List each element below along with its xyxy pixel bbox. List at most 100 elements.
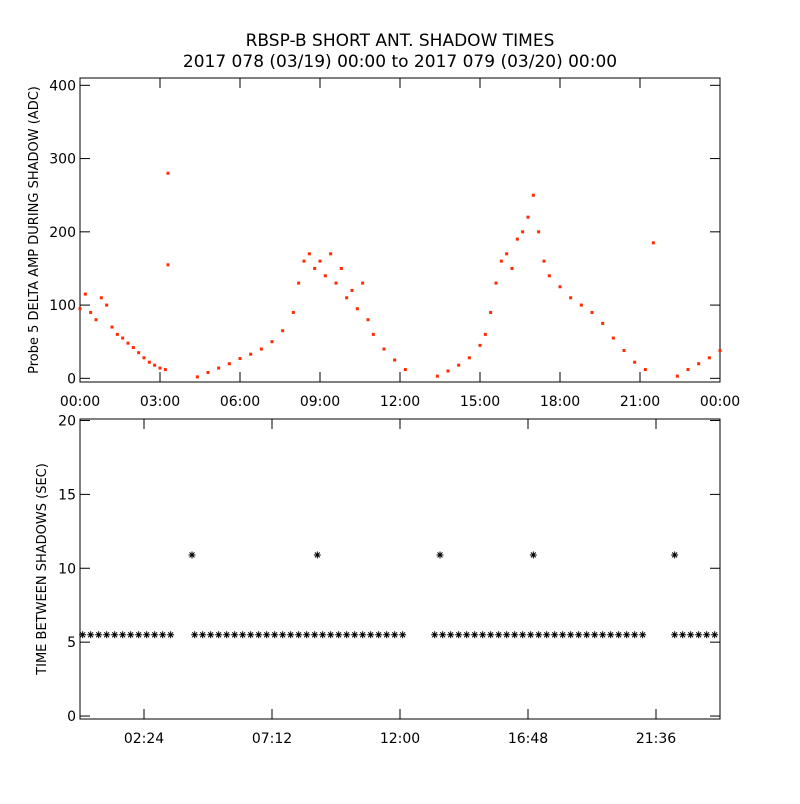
point: [639, 631, 647, 639]
point: [511, 631, 519, 639]
point: [622, 349, 626, 353]
point: [529, 551, 537, 559]
point: [519, 631, 527, 639]
point: [295, 631, 303, 639]
point: [695, 631, 703, 639]
point: [231, 631, 239, 639]
point: [467, 356, 471, 360]
x-tick-label: 21:00: [620, 394, 660, 410]
point: [707, 356, 711, 360]
point: [651, 241, 655, 245]
point: [105, 303, 109, 307]
point: [487, 631, 495, 639]
point: [206, 370, 210, 374]
point: [327, 631, 335, 639]
point: [131, 346, 135, 350]
point: [135, 631, 143, 639]
point: [167, 631, 175, 639]
point: [435, 374, 439, 378]
x-tick-label: 12:00: [380, 731, 420, 747]
point: [623, 631, 631, 639]
point: [542, 259, 546, 263]
point: [163, 368, 167, 372]
point: [547, 274, 551, 278]
point: [643, 368, 647, 372]
point: [311, 631, 319, 639]
point: [345, 296, 349, 300]
point: [382, 347, 386, 351]
point: [239, 631, 247, 639]
point: [319, 631, 327, 639]
point: [343, 631, 351, 639]
point: [151, 631, 159, 639]
point: [259, 347, 263, 351]
y-tick-label: 0: [67, 371, 76, 387]
y-tick-label: 100: [49, 298, 76, 314]
point: [391, 631, 399, 639]
point: [367, 631, 375, 639]
point: [489, 310, 493, 314]
point: [78, 307, 82, 311]
point: [199, 631, 207, 639]
point: [510, 266, 514, 270]
point: [535, 631, 543, 639]
point: [115, 332, 119, 336]
x-tick-label: 02:24: [124, 731, 164, 747]
point: [255, 631, 263, 639]
point: [87, 631, 95, 639]
point: [471, 631, 479, 639]
point: [403, 368, 407, 372]
point: [359, 631, 367, 639]
point: [95, 631, 103, 639]
point: [166, 263, 170, 267]
point: [718, 349, 722, 353]
point: [121, 336, 125, 340]
point: [591, 631, 599, 639]
point: [599, 631, 607, 639]
point: [505, 252, 509, 256]
y-tick-label: 200: [49, 225, 76, 241]
point: [494, 281, 498, 285]
point: [583, 631, 591, 639]
plot-frame: [79, 77, 721, 383]
point: [217, 366, 221, 370]
point: [207, 631, 215, 639]
point: [188, 551, 196, 559]
point: [215, 631, 223, 639]
point: [499, 259, 503, 263]
point: [569, 296, 573, 300]
point: [447, 631, 455, 639]
point: [249, 352, 253, 356]
point: [279, 631, 287, 639]
point: [551, 631, 559, 639]
point: [110, 325, 114, 329]
point: [687, 631, 695, 639]
point: [335, 631, 343, 639]
point: [307, 252, 311, 256]
point: [526, 215, 530, 219]
point: [223, 631, 231, 639]
point: [323, 274, 327, 278]
point: [527, 631, 535, 639]
point: [495, 631, 503, 639]
point: [334, 281, 338, 285]
point: [455, 631, 463, 639]
point: [483, 332, 487, 336]
point: [675, 374, 679, 378]
x-tick-label: 09:00: [300, 394, 340, 410]
point: [238, 357, 242, 361]
point: [671, 631, 679, 639]
point: [457, 363, 461, 367]
point: [575, 631, 583, 639]
point: [537, 230, 541, 234]
point: [361, 281, 365, 285]
y-tick-label: 5: [67, 635, 76, 651]
point: [166, 171, 170, 175]
plot-frame: [79, 418, 721, 720]
y-tick-label: 0: [67, 709, 76, 725]
point: [615, 631, 623, 639]
y-tick-label: 10: [58, 561, 76, 577]
point: [375, 631, 383, 639]
point: [558, 285, 562, 289]
